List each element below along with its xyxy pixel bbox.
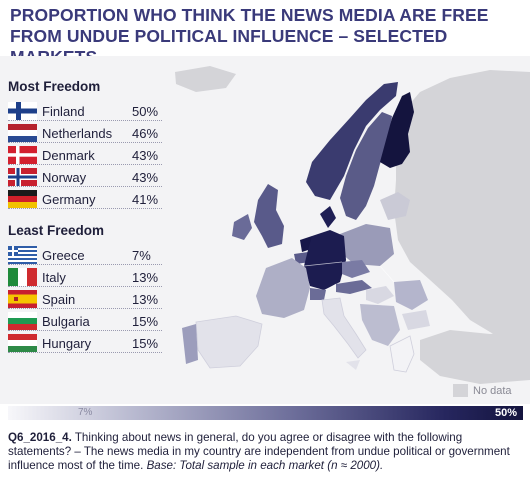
legend-row-finland: Finland 50% (8, 100, 168, 122)
map-region-spain (195, 315, 263, 369)
country-name: Denmark (42, 147, 95, 163)
country-name: Finland (42, 103, 85, 119)
italy-flag-icon (8, 268, 37, 286)
hungary-flag-icon (8, 334, 37, 352)
country-value: 15% (132, 335, 159, 351)
finland-flag-icon (8, 102, 37, 120)
legend-row-greece: Greece 7% (8, 244, 168, 266)
map-region-romania (394, 280, 428, 310)
country-name: Bulgaria (42, 313, 90, 329)
most-freedom-heading: Most Freedom (8, 79, 101, 94)
europe-map (175, 66, 530, 384)
legend-row-bulgaria: Bulgaria 15% (8, 310, 168, 332)
country-name: Spain (42, 291, 76, 307)
least-freedom-heading: Least Freedom (8, 223, 105, 238)
nodata-legend: No data (453, 384, 512, 397)
germany-flag-icon (8, 190, 37, 208)
country-name: Germany (42, 191, 96, 207)
map-region-germany (304, 230, 346, 290)
map-region-bulgaria (402, 310, 430, 330)
scale-min-label: 7% (78, 407, 93, 418)
country-value: 43% (132, 147, 159, 163)
country-value: 50% (132, 103, 159, 119)
map-region-france (256, 258, 310, 318)
legend-row-netherlands: Netherlands 46% (8, 122, 168, 144)
map-region-denmark (320, 206, 336, 228)
map-region-nodata-east (394, 70, 530, 340)
map-region-poland (340, 224, 394, 266)
map-region-turkey (420, 330, 530, 384)
bulgaria-flag-icon (8, 312, 37, 330)
country-value: 7% (132, 247, 151, 263)
country-value: 46% (132, 125, 159, 141)
country-value: 13% (132, 269, 159, 285)
map-region-norway (306, 82, 398, 200)
map-region-finland (380, 92, 414, 168)
denmark-flag-icon (8, 146, 37, 164)
map-region-sweden (340, 112, 392, 220)
country-value: 15% (132, 313, 159, 329)
country-name: Italy (42, 269, 66, 285)
map-region-greece (389, 335, 415, 373)
legend: Most Freedom Finland 50% Netherlands 46%… (8, 78, 168, 354)
title-line-1: PROPORTION WHO THINK THE NEWS MEDIA ARE … (10, 5, 489, 25)
map-region-sicily (346, 360, 360, 370)
netherlands-flag-icon (8, 124, 37, 142)
map-region-ireland (232, 214, 252, 240)
map-region-uk (254, 184, 284, 248)
map-region-greenland-iceland (175, 66, 236, 92)
greece-flag-icon (8, 246, 37, 264)
color-scale-bar: 7% 50% (8, 406, 523, 420)
map-region-baltics (380, 192, 410, 220)
country-name: Hungary (42, 335, 92, 351)
legend-row-norway: Norway 43% (8, 166, 168, 188)
question-base: Base: Total sample in each market (n ≈ 2… (146, 459, 384, 472)
legend-row-italy: Italy 13% (8, 266, 168, 288)
country-name: Netherlands (42, 125, 113, 141)
map-region-czech (342, 260, 370, 278)
legend-row-spain: Spain 13% (8, 288, 168, 310)
country-value: 41% (132, 191, 159, 207)
question-text: Thinking about news in general, do you a… (8, 431, 510, 472)
map-region-hungary (366, 286, 394, 304)
country-name: Greece (42, 247, 85, 263)
legend-row-hungary: Hungary 15% (8, 332, 168, 354)
map-region-portugal (182, 324, 198, 364)
question-footnote: Q6_2016_4. Thinking about news in genera… (8, 431, 524, 473)
country-value: 13% (132, 291, 159, 307)
map-region-italy (321, 297, 367, 359)
map-region-switzerland (310, 288, 326, 300)
map-region-austria (336, 280, 372, 294)
scale-max-label: 50% (494, 407, 517, 419)
spain-flag-icon (8, 290, 37, 308)
nodata-label: No data (473, 384, 512, 397)
map-region-balkans (360, 304, 400, 346)
country-value: 43% (132, 169, 159, 185)
question-code: Q6_2016_4. (8, 431, 72, 444)
legend-row-denmark: Denmark 43% (8, 144, 168, 166)
nodata-swatch (453, 384, 468, 397)
country-name: Norway (42, 169, 87, 185)
legend-row-germany: Germany 41% (8, 188, 168, 210)
norway-flag-icon (8, 168, 37, 186)
